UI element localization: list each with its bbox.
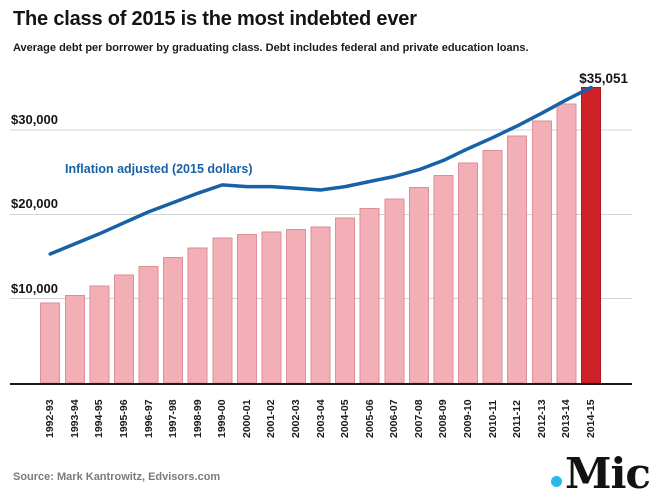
bar-1994-95 xyxy=(89,285,110,384)
x-tick-label: 2000-01 xyxy=(240,399,253,438)
line-series-label: Inflation adjusted (2015 dollars) xyxy=(65,162,253,176)
peak-value-annotation: $35,051 xyxy=(579,70,628,86)
x-tick-label: 2011-12 xyxy=(511,400,524,438)
x-tick-label: 2012-13 xyxy=(535,399,548,438)
mic-logo-dot-icon xyxy=(550,476,562,487)
bar-1998-99 xyxy=(187,247,208,384)
bar-1993-94 xyxy=(64,294,85,384)
y-tick-label: $10,000 xyxy=(11,280,58,296)
x-tick-label: 1993-94 xyxy=(68,399,81,438)
bar-1992-93 xyxy=(40,302,61,384)
bar-2011-12 xyxy=(507,135,528,384)
x-tick-label: 1992-93 xyxy=(44,399,57,438)
x-tick-label: 2009-10 xyxy=(462,399,475,438)
x-tick-label: 2013-14 xyxy=(560,399,573,438)
x-tick-label: 2003-04 xyxy=(314,399,327,438)
mic-logo-text: Mic xyxy=(564,449,651,498)
bar-2008-09 xyxy=(433,175,454,384)
mic-logo: Mic xyxy=(550,453,651,495)
x-tick-label: 2007-08 xyxy=(412,399,425,438)
x-tick-label: 1997-98 xyxy=(167,399,180,438)
x-tick-label: 1999-00 xyxy=(216,399,229,438)
chart-subtitle: Average debt per borrower by graduating … xyxy=(13,42,529,54)
x-tick-label: 2002-03 xyxy=(290,399,302,438)
bar-2004-05 xyxy=(335,217,356,384)
inflation-adjusted-line xyxy=(48,85,593,256)
x-tick-label: 2008-09 xyxy=(437,399,450,438)
bar-1999-00 xyxy=(212,237,233,384)
x-tick-label: 1996-97 xyxy=(142,399,155,438)
bar-2013-14 xyxy=(556,103,577,384)
y-tick-label: $30,000 xyxy=(11,112,58,128)
bar-1995-96 xyxy=(113,274,134,384)
x-tick-label: 2006-07 xyxy=(388,399,401,438)
bar-2007-08 xyxy=(408,186,429,384)
bar-2000-01 xyxy=(236,234,257,384)
bar-2001-02 xyxy=(261,231,282,384)
bar-2003-04 xyxy=(310,226,331,384)
x-tick-label: 1995-96 xyxy=(117,399,130,438)
bar-2005-06 xyxy=(359,208,380,384)
bar-2014-15 xyxy=(580,87,601,384)
x-tick-label: 2014-15 xyxy=(584,399,597,438)
bar-2009-10 xyxy=(458,162,479,384)
x-tick-label: 2004-05 xyxy=(339,399,352,438)
bar-2010-11 xyxy=(482,149,503,384)
x-tick-label: 2010-11 xyxy=(486,400,499,438)
bar-2012-13 xyxy=(531,120,552,384)
x-tick-label: 2005-06 xyxy=(363,399,376,438)
bar-2002-03 xyxy=(286,229,306,384)
y-tick-label: $20,000 xyxy=(11,196,58,212)
source-note: Source: Mark Kantrowitz, Edvisors.com xyxy=(13,471,221,483)
x-tick-label: 1994-95 xyxy=(93,399,106,438)
x-tick-label: 1998-99 xyxy=(191,399,204,438)
chart-title: The class of 2015 is the most indebted e… xyxy=(13,8,417,30)
bar-1996-97 xyxy=(138,266,159,384)
bar-1997-98 xyxy=(163,256,184,384)
bar-2006-07 xyxy=(384,198,405,384)
x-tick-label: 2001-02 xyxy=(265,399,278,438)
